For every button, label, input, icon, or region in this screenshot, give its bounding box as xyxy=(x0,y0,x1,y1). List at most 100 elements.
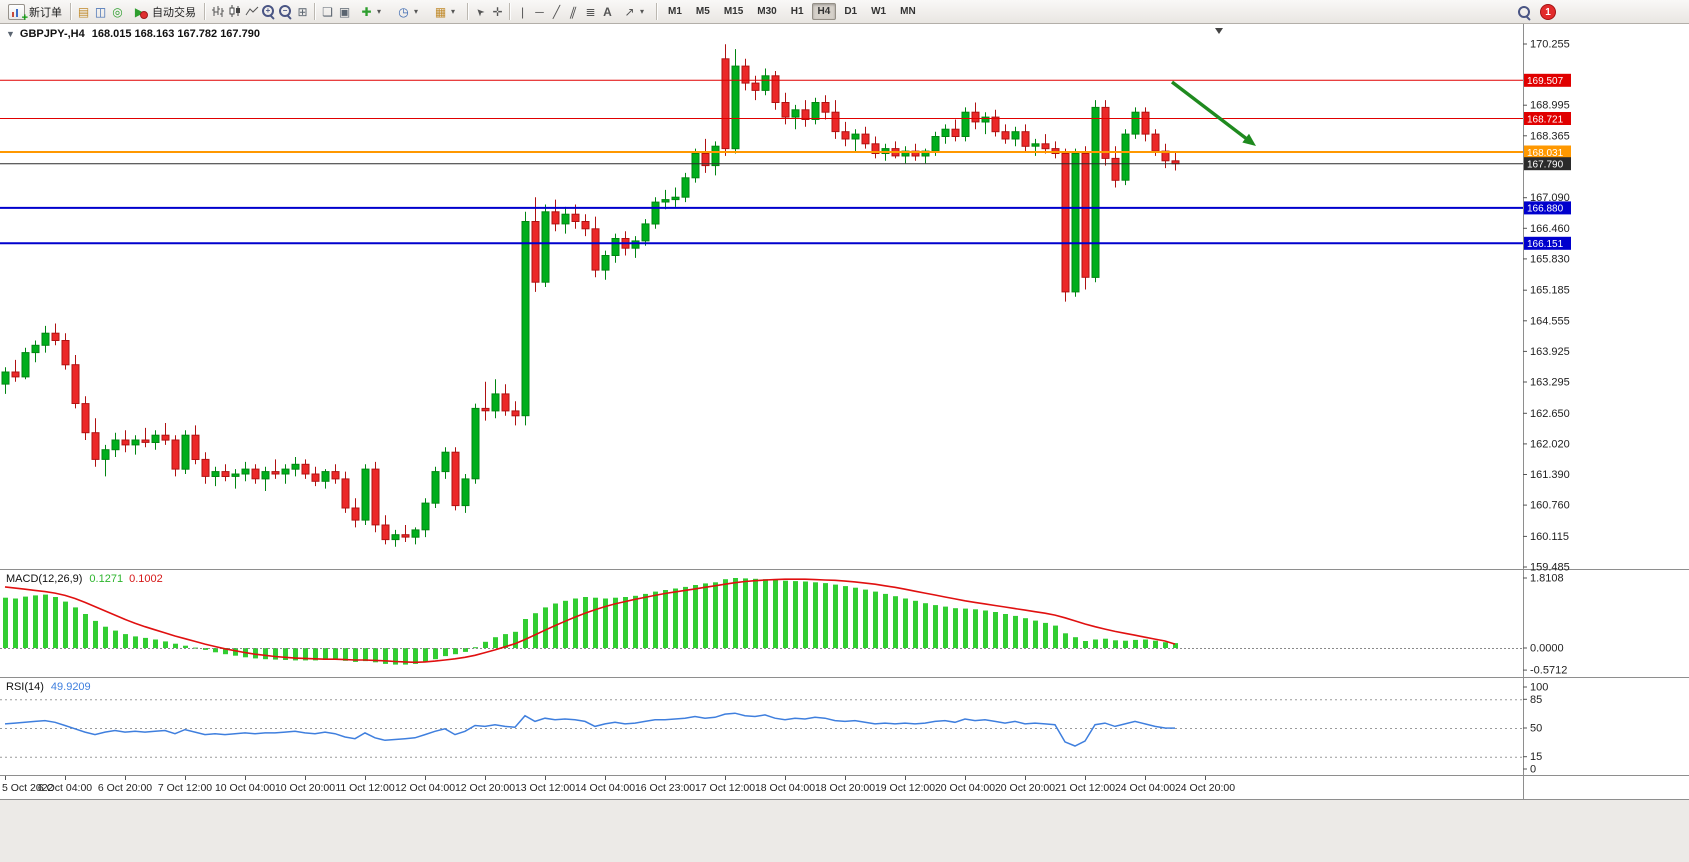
market-watch-icon[interactable]: ◫ xyxy=(94,4,107,19)
separator xyxy=(314,3,316,20)
crosshair-tool-icon[interactable]: ✛ xyxy=(492,4,503,19)
search-icon[interactable] xyxy=(1516,4,1533,21)
timeframe-h1[interactable]: H1 xyxy=(790,6,804,17)
candles xyxy=(1,44,1180,547)
new-order-button[interactable]: + 新订单 xyxy=(3,2,67,24)
price-axis-label: 163.925 xyxy=(1530,346,1570,358)
macd-main-value: 0.1271 xyxy=(89,573,124,585)
autotrading-button[interactable]: ▶ 自动交易 xyxy=(126,2,201,22)
time-axis-label: 6 Oct 20:00 xyxy=(98,782,152,794)
symbol-ohlc-label: ▼ GBPJPY-,H4 168.015 168.163 167.782 167.7… xyxy=(6,28,260,40)
time-axis-label: 24 Oct 04:00 xyxy=(1115,782,1175,794)
arrows-tool-button[interactable]: ↗ ▾ xyxy=(616,2,653,22)
time-axis-label: 13 Oct 12:00 xyxy=(515,782,575,794)
separator xyxy=(509,3,511,20)
price-axis-label: 161.390 xyxy=(1530,469,1570,481)
price-badge xyxy=(1524,112,1571,125)
candlestick-chart-icon[interactable] xyxy=(226,3,243,20)
new-order-icon: + xyxy=(8,3,28,24)
price-axis-label: 168.995 xyxy=(1530,100,1570,112)
periods-button[interactable]: ◷ ▾ xyxy=(390,2,427,22)
bar-chart-icon[interactable] xyxy=(209,3,226,20)
separator xyxy=(467,3,469,20)
price-badge xyxy=(1524,73,1571,87)
templates-icon: ▦ xyxy=(434,4,447,19)
trend-arrow-head xyxy=(1242,133,1256,146)
chevron-down-icon: ▾ xyxy=(377,7,382,16)
macd-axis-label: 1.8108 xyxy=(1530,573,1564,585)
timeframe-m30[interactable]: M30 xyxy=(757,6,777,17)
macd-signal-line xyxy=(4,578,1176,664)
oneclick-collapse-icon[interactable]: ▼ xyxy=(6,29,15,39)
price-badge-text: 167.790 xyxy=(1527,160,1564,171)
separator xyxy=(656,3,658,20)
price-badge-text: 169.507 xyxy=(1527,76,1564,87)
price-badge xyxy=(1524,145,1571,159)
chevron-down-icon: ▾ xyxy=(451,7,456,16)
chart-bg xyxy=(0,24,1689,862)
chart-area[interactable]: 170.255 168.995 168.365 167.090 166.460 165.8… xyxy=(0,24,1689,862)
arrange-windows-icon[interactable]: ▣ xyxy=(338,4,351,19)
time-axis-label: 24 Oct 20:00 xyxy=(1175,782,1235,794)
arrow-tool-icon: ↗ xyxy=(624,4,635,19)
price-axis-label: 170.255 xyxy=(1530,39,1570,51)
zoom-out-button[interactable]: − xyxy=(277,3,294,20)
templates-button[interactable]: ▦ ▾ xyxy=(427,2,464,22)
timeframe-m15[interactable]: M15 xyxy=(723,6,744,17)
time-axis-label: 14 Oct 04:00 xyxy=(575,782,635,794)
trendline-tool-icon[interactable]: ╱ xyxy=(552,4,561,19)
price-badge-text: 166.880 xyxy=(1527,204,1564,215)
price-badge xyxy=(1524,157,1571,171)
time-axis-label: 12 Oct 04:00 xyxy=(395,782,455,794)
rsi-indicator-label: RSI(14) 49.9209 xyxy=(6,681,91,693)
time-axis-label: 10 Oct 04:00 xyxy=(215,782,275,794)
indicators-button[interactable]: ✚ ▾ xyxy=(353,2,390,22)
time-axis-label: 18 Oct 04:00 xyxy=(755,782,815,794)
timeframe-m1[interactable]: M1 xyxy=(668,6,682,17)
timeframe-w1[interactable]: W1 xyxy=(871,6,887,17)
time-axis-label: 10 Oct 20:00 xyxy=(275,782,335,794)
bottom-filler xyxy=(0,800,1689,862)
tile-windows-icon[interactable]: ⊞ xyxy=(297,4,308,19)
text-tool-icon[interactable]: A xyxy=(603,4,612,19)
price-axis-label: 162.020 xyxy=(1530,438,1570,450)
chart-shift-marker[interactable] xyxy=(1215,28,1223,34)
price-badge-text: 168.031 xyxy=(1527,148,1564,159)
price-axis-label: 160.115 xyxy=(1530,531,1569,543)
profiles-icon[interactable]: ▤ xyxy=(77,4,90,19)
cascade-windows-icon[interactable]: ❏ xyxy=(322,4,333,19)
chevron-down-icon: ▾ xyxy=(414,7,419,16)
timeframe-group: M1 M5 M15 M30 H1 H4 D1 W1 MN xyxy=(661,3,923,20)
price-badge-text: 166.151 xyxy=(1527,239,1564,250)
chart-canvas[interactable]: 170.255 168.995 168.365 167.090 166.460 165.8… xyxy=(0,24,1689,862)
timeframe-mn[interactable]: MN xyxy=(900,6,916,17)
line-chart-icon[interactable] xyxy=(243,3,260,20)
fibonacci-tool-icon[interactable]: ≣ xyxy=(585,4,596,19)
price-badge xyxy=(1524,236,1571,250)
price-axis-label: 168.365 xyxy=(1530,130,1570,142)
clock-icon: ◷ xyxy=(398,4,409,19)
timeframe-h4[interactable]: H4 xyxy=(811,3,837,20)
metaeditor-icon[interactable]: ◎ xyxy=(112,4,123,19)
new-order-label: 新订单 xyxy=(29,6,62,19)
zoom-in-button[interactable]: + xyxy=(260,3,277,20)
autotrading-icon: ▶ xyxy=(131,3,148,20)
price-axis[interactable]: 170.255 168.995 168.365 167.090 166.460 165.8… xyxy=(1523,39,1570,574)
timeframe-d1[interactable]: D1 xyxy=(844,6,858,17)
time-axis-label: 19 Oct 12:00 xyxy=(875,782,935,794)
ohlc-values: 168.015 168.163 167.782 167.790 xyxy=(91,28,260,40)
zoom-out-icon: − xyxy=(279,5,291,17)
horizontal-line-tool-icon[interactable]: ─ xyxy=(535,4,544,19)
timeframe-m5[interactable]: M5 xyxy=(695,6,710,17)
indicators-icon: ✚ xyxy=(361,4,372,19)
rsi-axis-label: 100 xyxy=(1530,682,1548,694)
notification-badge[interactable]: 1 xyxy=(1540,4,1556,20)
price-axis-label: 160.760 xyxy=(1530,500,1570,512)
plus-icon: + xyxy=(21,11,28,24)
vertical-line-tool-icon[interactable]: | xyxy=(520,4,525,19)
rsi-name: RSI(14) xyxy=(6,681,44,693)
rsi-axis-label: 85 xyxy=(1530,694,1542,706)
price-axis-label: 165.185 xyxy=(1530,285,1570,297)
trend-arrow-line[interactable] xyxy=(1170,80,1250,142)
